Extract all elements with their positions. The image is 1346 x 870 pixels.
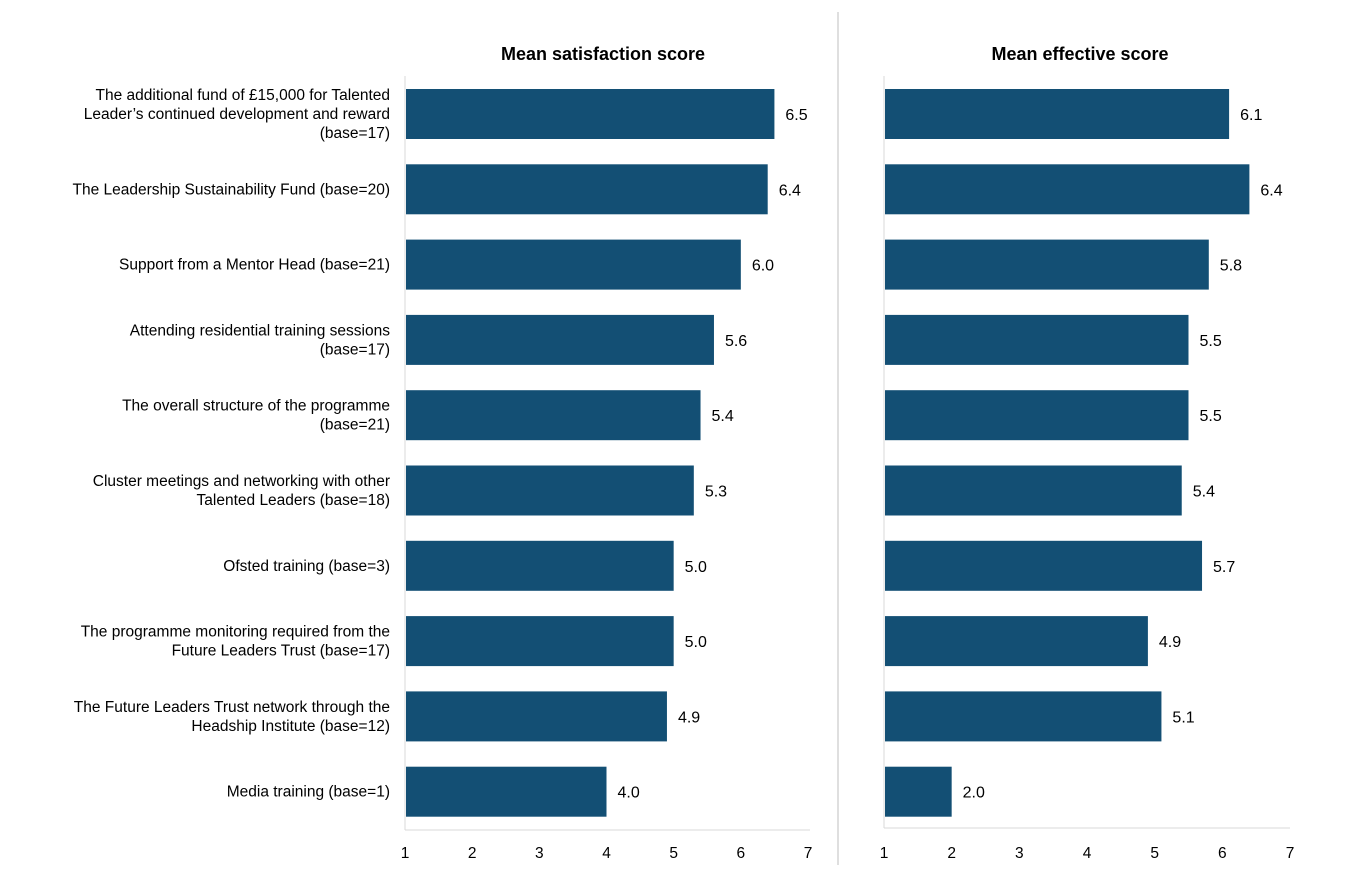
category-label-line: Talented Leaders (base=18) [197,492,390,509]
satisfaction-value-labels: 6.5 6.4 6.0 5.6 5.4 5.3 5.0 5.0 4.9 4.0 [618,107,808,802]
satisfaction-value-label: 5.6 [725,333,747,350]
effectiveness-bar [885,164,1250,215]
effectiveness-bar [885,766,952,817]
effectiveness-bar [885,89,1230,139]
category-label: Media training (base=1) [227,784,390,801]
category-label-line: The additional fund of £15,000 for Talen… [96,87,390,104]
category-label: The programme monitoring required from t… [81,624,390,660]
effectiveness-value-label: 4.9 [1159,634,1181,651]
satisfaction-bar [406,164,768,215]
satisfaction-value-label: 6.0 [752,258,774,275]
satisfaction-value-label: 5.3 [705,484,727,501]
satisfaction-bar [406,89,775,139]
satisfaction-bar [406,691,667,742]
effectiveness-value-label: 6.1 [1240,107,1262,124]
satisfaction-value-label: 6.5 [785,107,807,124]
effectiveness-value-label: 5.8 [1220,258,1242,275]
satisfaction-bar [406,766,607,817]
effectiveness-bar [885,239,1209,290]
category-label-line: The Leadership Sustainability Fund (base… [72,181,390,198]
satisfaction-x-tick-label: 3 [535,845,544,862]
satisfaction-x-tick-label: 7 [804,845,813,862]
category-label-line: Support from a Mentor Head (base=21) [119,257,390,274]
effectiveness-value-labels: 6.1 6.4 5.8 5.5 5.5 5.4 5.7 4.9 5.1 2.0 [963,107,1283,802]
category-label-line: (base=17) [320,341,390,358]
category-label-line: The programme monitoring required from t… [81,624,390,641]
satisfaction-bars [406,89,775,817]
effectiveness-value-label: 5.5 [1200,333,1222,350]
satisfaction-x-ticks: 1 2 3 4 5 6 7 [401,845,813,862]
satisfaction-x-tick-label: 5 [669,845,678,862]
category-label-line: (base=17) [320,125,390,142]
category-label: Attending residential training sessions (… [130,322,390,358]
satisfaction-bar [406,390,701,441]
effectiveness-x-tick-label: 3 [1015,845,1024,862]
satisfaction-value-label: 5.0 [685,559,707,576]
satisfaction-bar [406,465,694,516]
effectiveness-value-label: 5.4 [1193,484,1215,501]
effectiveness-bars [885,89,1250,817]
category-label: Support from a Mentor Head (base=21) [119,257,390,274]
category-label: The Future Leaders Trust network through… [74,699,390,735]
effectiveness-bar [885,314,1189,365]
satisfaction-value-label: 4.9 [678,709,700,726]
category-label-line: Cluster meetings and networking with oth… [93,473,390,490]
satisfaction-bar [406,616,674,667]
effectiveness-bar [885,616,1148,667]
satisfaction-value-label: 5.4 [712,408,734,425]
effectiveness-value-label: 5.1 [1172,709,1194,726]
effectiveness-x-tick-label: 1 [880,845,889,862]
category-label-line: Attending residential training sessions [130,322,390,339]
category-label: The additional fund of £15,000 for Talen… [84,87,390,142]
effectiveness-value-label: 2.0 [963,785,985,802]
effectiveness-bar [885,691,1162,742]
satisfaction-x-tick-label: 6 [737,845,746,862]
category-label-line: The overall structure of the programme [122,398,390,415]
satisfaction-x-tick-label: 4 [602,845,611,862]
effectiveness-panel: Mean effective score 6.1 6.4 5.8 5.5 5.5 5.4 5… [880,44,1295,862]
satisfaction-x-tick-label: 2 [468,845,477,862]
satisfaction-value-label: 5.0 [685,634,707,651]
satisfaction-value-label: 6.4 [779,182,801,199]
effectiveness-x-tick-label: 7 [1286,845,1295,862]
effectiveness-value-label: 6.4 [1260,182,1282,199]
satisfaction-bar [406,540,674,591]
satisfaction-x-tick-label: 1 [401,845,410,862]
effectiveness-bar [885,540,1203,591]
satisfaction-bar [406,239,741,290]
category-label-line: (base=21) [320,417,390,434]
category-label: The overall structure of the programme (b… [122,398,390,434]
category-labels: The additional fund of £15,000 for Talen… [72,87,390,801]
effectiveness-x-tick-label: 4 [1083,845,1092,862]
category-label-line: The Future Leaders Trust network through… [74,699,390,716]
satisfaction-panel-title: Mean satisfaction score [501,44,705,64]
satisfaction-panel: Mean satisfaction score The additional f… [72,44,812,862]
effectiveness-panel-title: Mean effective score [991,44,1168,64]
category-label-line: Media training (base=1) [227,784,390,801]
effectiveness-x-tick-label: 2 [947,845,956,862]
effectiveness-value-label: 5.7 [1213,559,1235,576]
effectiveness-x-ticks: 1 2 3 4 5 6 7 [880,845,1295,862]
category-label: Ofsted training (base=3) [223,558,390,575]
effectiveness-value-label: 5.5 [1200,408,1222,425]
category-label: Cluster meetings and networking with oth… [93,473,390,509]
satisfaction-bar [406,314,714,365]
category-label-line: Leader’s continued development and rewar… [84,106,390,123]
category-label: The Leadership Sustainability Fund (base… [72,181,390,198]
satisfaction-value-label: 4.0 [618,785,640,802]
category-label-line: Future Leaders Trust (base=17) [172,643,390,660]
effectiveness-bar [885,465,1182,516]
category-label-line: Ofsted training (base=3) [223,558,390,575]
effectiveness-x-tick-label: 5 [1150,845,1159,862]
effectiveness-bar [885,390,1189,441]
category-label-line: Headship Institute (base=12) [191,718,390,735]
effectiveness-x-tick-label: 6 [1218,845,1227,862]
